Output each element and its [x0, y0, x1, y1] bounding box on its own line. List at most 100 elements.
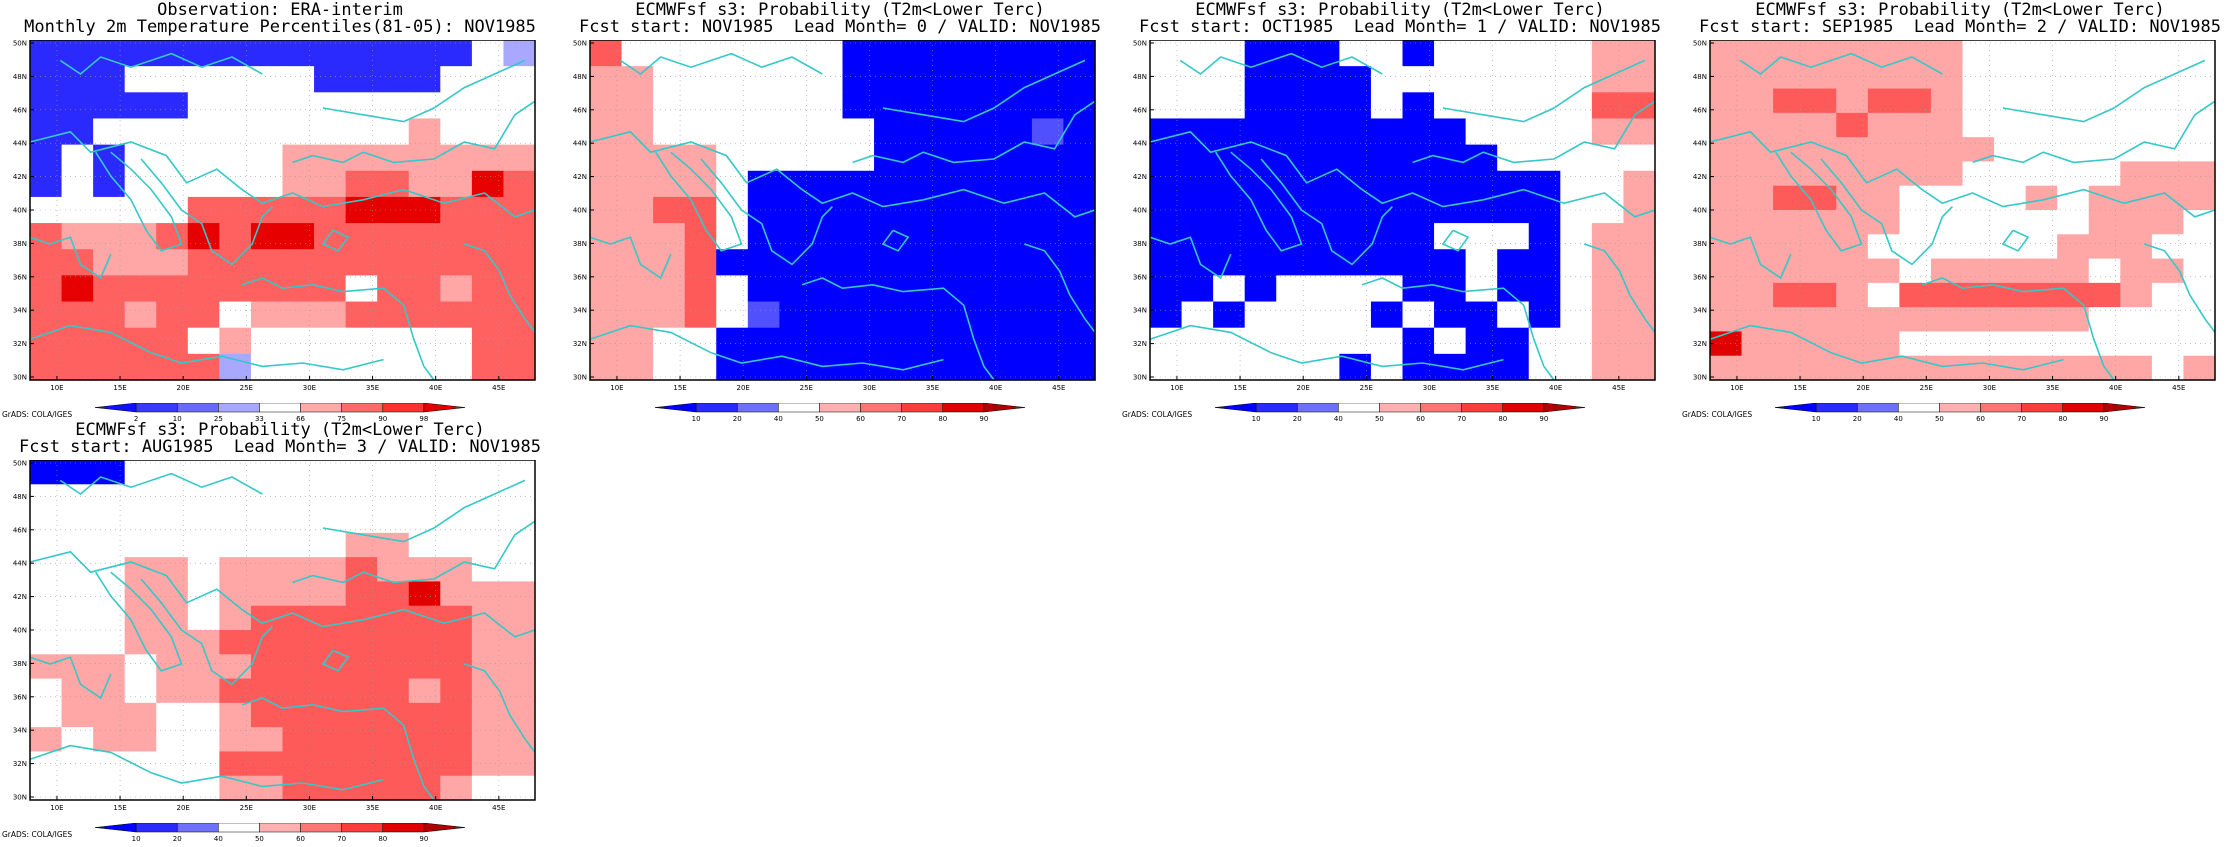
grid-cell [93, 630, 126, 655]
lon-tick-label: 45E [2172, 384, 2185, 392]
grid-cell [1994, 210, 2027, 235]
grid-cell [1402, 92, 1435, 120]
grid-cell [747, 301, 780, 329]
grid-cell [187, 92, 220, 120]
grid-cell [874, 301, 907, 329]
grid-cell [1741, 355, 1774, 381]
lat-tick-label: 38N [13, 240, 27, 248]
grid-cell [653, 66, 686, 93]
grid-cell [124, 727, 157, 753]
grid-cell [590, 66, 623, 93]
grid-cell [187, 508, 220, 534]
grid-cell [1307, 92, 1340, 120]
grid-cell [377, 727, 410, 753]
grid-cell [124, 301, 157, 329]
grid-cell [1213, 40, 1246, 67]
grid-cell [440, 275, 473, 303]
grid-cell [2025, 161, 2058, 187]
grid-cell [250, 654, 284, 680]
grid-cell [1370, 170, 1404, 198]
grid-cell [314, 557, 347, 583]
grid-cell [2057, 112, 2090, 138]
grid-cell [653, 144, 686, 172]
grid-cell [810, 353, 844, 381]
colorbar-label: 90 [419, 835, 428, 843]
grid-cell [1962, 88, 1995, 114]
grid-cell [810, 223, 844, 250]
colorbar: 10 20 40 50 60 70 80 90 [1774, 403, 2146, 423]
coastline [29, 656, 112, 700]
grid-cell [874, 118, 907, 146]
grid-cell [30, 144, 63, 172]
grid-cell [2057, 210, 2090, 235]
grid-cell [653, 223, 686, 250]
grid-cell [124, 353, 157, 381]
grid-cell [93, 484, 126, 510]
grid-cell [1181, 249, 1214, 276]
grid-cell [1836, 210, 1869, 235]
grid-cell [1623, 223, 1656, 250]
grid-cell [684, 353, 717, 381]
grid-cell [1339, 144, 1372, 172]
grid-cell [219, 249, 252, 276]
grid-cell [503, 508, 536, 534]
lat-tick-label: 42N [1693, 173, 1707, 181]
grid-cell [219, 484, 252, 510]
grid-cell [684, 327, 717, 355]
coastline [321, 649, 350, 672]
map-plot: 30N 32N 34N 36N 38N 40N 42N 44N 46N 48N 50N 10E 15E 2… [573, 40, 1096, 392]
grid-cell [61, 605, 94, 631]
colorbar-swatch [736, 403, 779, 413]
grid-cell [1741, 64, 1774, 90]
grid-cell [1434, 301, 1467, 329]
grid-cell [1402, 40, 1435, 67]
grid-cell [282, 92, 315, 120]
colorbar-label: 50 [1375, 415, 1384, 423]
grid-cell [1710, 331, 1743, 357]
grid-cell [1465, 301, 1498, 329]
lat-tick-label: 42N [573, 173, 587, 181]
grid-cell [282, 301, 315, 329]
lon-tick-label: 10E [50, 384, 63, 392]
grid-cell [1000, 353, 1033, 381]
grid-cell [30, 581, 63, 607]
coastline [1709, 130, 2216, 218]
grid-cell [345, 508, 378, 534]
lon-tick-label: 25E [240, 384, 253, 392]
colorbar-label: 90 [2099, 415, 2108, 423]
grid-cell [716, 301, 749, 329]
colorbar-swatch [382, 403, 425, 413]
lon-tick-label: 45E [1612, 384, 1625, 392]
lat-tick-label: 40N [573, 207, 587, 215]
grid-cell [377, 170, 410, 198]
grid-cell [1031, 40, 1065, 67]
grid-cell [1181, 327, 1214, 355]
grid-cell [471, 275, 505, 303]
grid-cell [1741, 161, 1774, 187]
grid-cell [2120, 185, 2153, 211]
grid-cell [1591, 301, 1625, 329]
grid-cell [2057, 307, 2090, 333]
grid-cell [124, 327, 157, 355]
grid-cell [1370, 327, 1404, 355]
grid-cell [471, 508, 505, 534]
grid-cell [503, 630, 536, 655]
grid-cell [1402, 144, 1435, 172]
grid-cell [250, 532, 284, 558]
grid-cell [1804, 210, 1837, 235]
grid-cell [187, 66, 220, 93]
colorbar-swatch [819, 403, 861, 413]
grid-cell [377, 508, 410, 534]
grid-cell [377, 40, 410, 67]
grid-cell [1867, 307, 1900, 333]
grid-cell [842, 92, 875, 120]
grid-cell [842, 118, 875, 146]
grid-cell [61, 508, 94, 534]
grid-cell [440, 92, 473, 120]
grid-cell [61, 702, 94, 728]
grid-cell [282, 532, 315, 558]
grid-cell [1560, 92, 1593, 120]
grid-cell [408, 223, 441, 250]
grid-cell [874, 327, 907, 355]
grid-cell [440, 678, 473, 704]
